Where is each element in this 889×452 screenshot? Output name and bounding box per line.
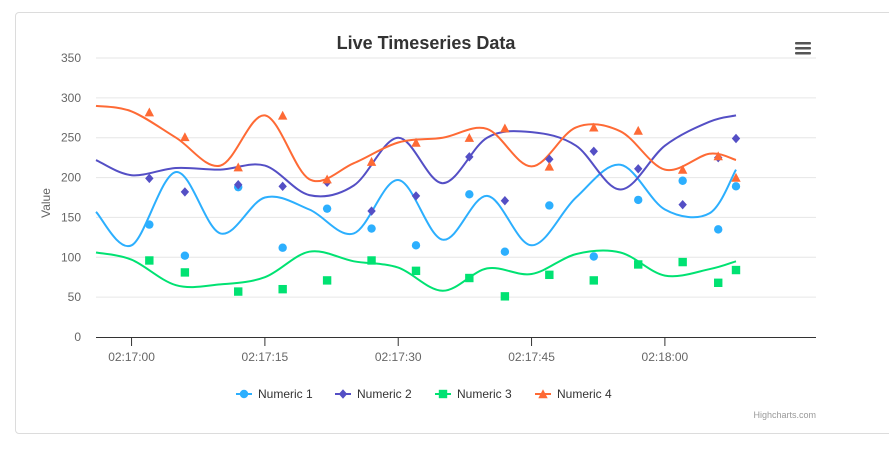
data-point[interactable] bbox=[633, 125, 643, 135]
data-point[interactable] bbox=[180, 251, 190, 260]
legend-item-1[interactable]: Numeric 1 bbox=[236, 387, 313, 401]
data-point[interactable] bbox=[589, 276, 598, 285]
data-point[interactable] bbox=[233, 162, 243, 172]
data-point[interactable] bbox=[322, 174, 332, 184]
y-tick-label: 0 bbox=[74, 330, 81, 344]
chart-card bbox=[15, 12, 889, 434]
chart-title: Live Timeseries Data bbox=[337, 33, 517, 53]
y-tick-label: 100 bbox=[61, 250, 81, 264]
data-point[interactable] bbox=[367, 206, 376, 216]
data-point[interactable] bbox=[411, 266, 421, 276]
data-point[interactable] bbox=[634, 260, 643, 269]
data-point[interactable] bbox=[277, 110, 288, 120]
series-line-2[interactable] bbox=[95, 114, 737, 198]
credits-text[interactable]: Highcharts.com bbox=[753, 410, 816, 420]
y-tick-label: 200 bbox=[61, 171, 81, 185]
data-point[interactable] bbox=[731, 182, 741, 191]
data-point[interactable] bbox=[180, 268, 190, 277]
data-point[interactable] bbox=[144, 107, 155, 117]
x-axis: 02:17:00 02:17:15 02:17:30 02:17:45 02:18:00 bbox=[96, 337, 816, 364]
data-point[interactable] bbox=[714, 278, 723, 287]
data-point[interactable] bbox=[411, 191, 421, 201]
data-point[interactable] bbox=[180, 132, 190, 142]
data-point[interactable] bbox=[180, 187, 190, 197]
data-point[interactable] bbox=[544, 161, 555, 171]
series-line-4[interactable] bbox=[95, 104, 737, 183]
data-point[interactable] bbox=[678, 176, 687, 185]
data-point[interactable] bbox=[278, 284, 287, 294]
data-point[interactable] bbox=[731, 265, 741, 275]
data-point[interactable] bbox=[713, 151, 723, 161]
data-point[interactable] bbox=[411, 241, 421, 250]
y-tick-label: 250 bbox=[61, 131, 81, 145]
x-tick-label: 02:18:00 bbox=[642, 350, 689, 364]
legend-marker[interactable] bbox=[538, 389, 548, 399]
x-tick-label: 02:17:00 bbox=[108, 350, 155, 364]
data-point[interactable] bbox=[634, 195, 643, 205]
series-points bbox=[144, 107, 741, 301]
data-point[interactable] bbox=[465, 190, 474, 199]
data-point[interactable] bbox=[545, 270, 554, 280]
legend-label: Numeric 4 bbox=[557, 387, 612, 401]
series-lines bbox=[95, 104, 737, 292]
data-point[interactable] bbox=[731, 133, 741, 144]
y-axis-ticks: 0 50 100 150 200 250 300 350 bbox=[61, 51, 81, 344]
data-point[interactable] bbox=[589, 252, 598, 261]
y-tick-label: 150 bbox=[61, 210, 81, 224]
data-point[interactable] bbox=[634, 164, 643, 174]
data-point[interactable] bbox=[145, 256, 154, 265]
data-point[interactable] bbox=[545, 201, 554, 210]
data-point[interactable] bbox=[500, 247, 510, 256]
x-tick-label: 02:17:15 bbox=[242, 350, 289, 364]
y-tick-label: 50 bbox=[68, 290, 82, 304]
data-point[interactable] bbox=[500, 195, 510, 206]
data-point[interactable] bbox=[234, 287, 243, 296]
x-tick-label: 02:17:30 bbox=[375, 350, 422, 364]
data-point[interactable] bbox=[731, 172, 741, 182]
data-point[interactable] bbox=[464, 133, 475, 142]
legend-item-2[interactable]: Numeric 2 bbox=[335, 387, 412, 401]
legend-marker[interactable] bbox=[239, 389, 249, 399]
y-axis-title: Value bbox=[39, 188, 53, 218]
hamburger-menu-icon[interactable] bbox=[786, 34, 820, 62]
data-point[interactable] bbox=[411, 137, 421, 147]
data-point[interactable] bbox=[500, 123, 510, 133]
legend-label: Numeric 2 bbox=[357, 387, 412, 401]
data-point[interactable] bbox=[589, 122, 599, 132]
legend: Numeric 1 Numeric 2 Numeric 3 Numeric 4 bbox=[236, 387, 612, 401]
data-point[interactable] bbox=[145, 220, 154, 229]
data-point[interactable] bbox=[278, 181, 287, 192]
data-point[interactable] bbox=[677, 164, 688, 174]
legend-item-3[interactable]: Numeric 3 bbox=[435, 387, 512, 401]
legend-label: Numeric 1 bbox=[258, 387, 313, 401]
data-point[interactable] bbox=[278, 243, 287, 252]
legend-label: Numeric 3 bbox=[457, 387, 512, 401]
legend-marker[interactable] bbox=[338, 389, 348, 399]
data-point[interactable] bbox=[545, 154, 554, 164]
data-point[interactable] bbox=[465, 152, 474, 162]
legend-item-4[interactable]: Numeric 4 bbox=[535, 387, 612, 401]
data-point[interactable] bbox=[366, 156, 377, 166]
data-point[interactable] bbox=[589, 146, 598, 156]
legend-marker[interactable] bbox=[438, 389, 448, 399]
data-point[interactable] bbox=[234, 180, 243, 190]
data-point[interactable] bbox=[322, 204, 332, 213]
grid-lines bbox=[96, 57, 816, 298]
data-point[interactable] bbox=[145, 173, 154, 184]
data-point[interactable] bbox=[367, 256, 376, 265]
series-line-3[interactable] bbox=[95, 249, 737, 292]
data-point[interactable] bbox=[500, 292, 510, 301]
data-point[interactable] bbox=[322, 276, 332, 285]
series-line-1[interactable] bbox=[95, 163, 737, 248]
data-point[interactable] bbox=[678, 199, 687, 210]
y-tick-label: 300 bbox=[61, 91, 81, 105]
data-point[interactable] bbox=[367, 224, 376, 233]
x-tick-label: 02:17:45 bbox=[508, 350, 555, 364]
data-point[interactable] bbox=[714, 225, 723, 234]
y-tick-label: 350 bbox=[61, 51, 81, 65]
data-point[interactable] bbox=[465, 273, 474, 283]
data-point[interactable] bbox=[678, 257, 687, 267]
